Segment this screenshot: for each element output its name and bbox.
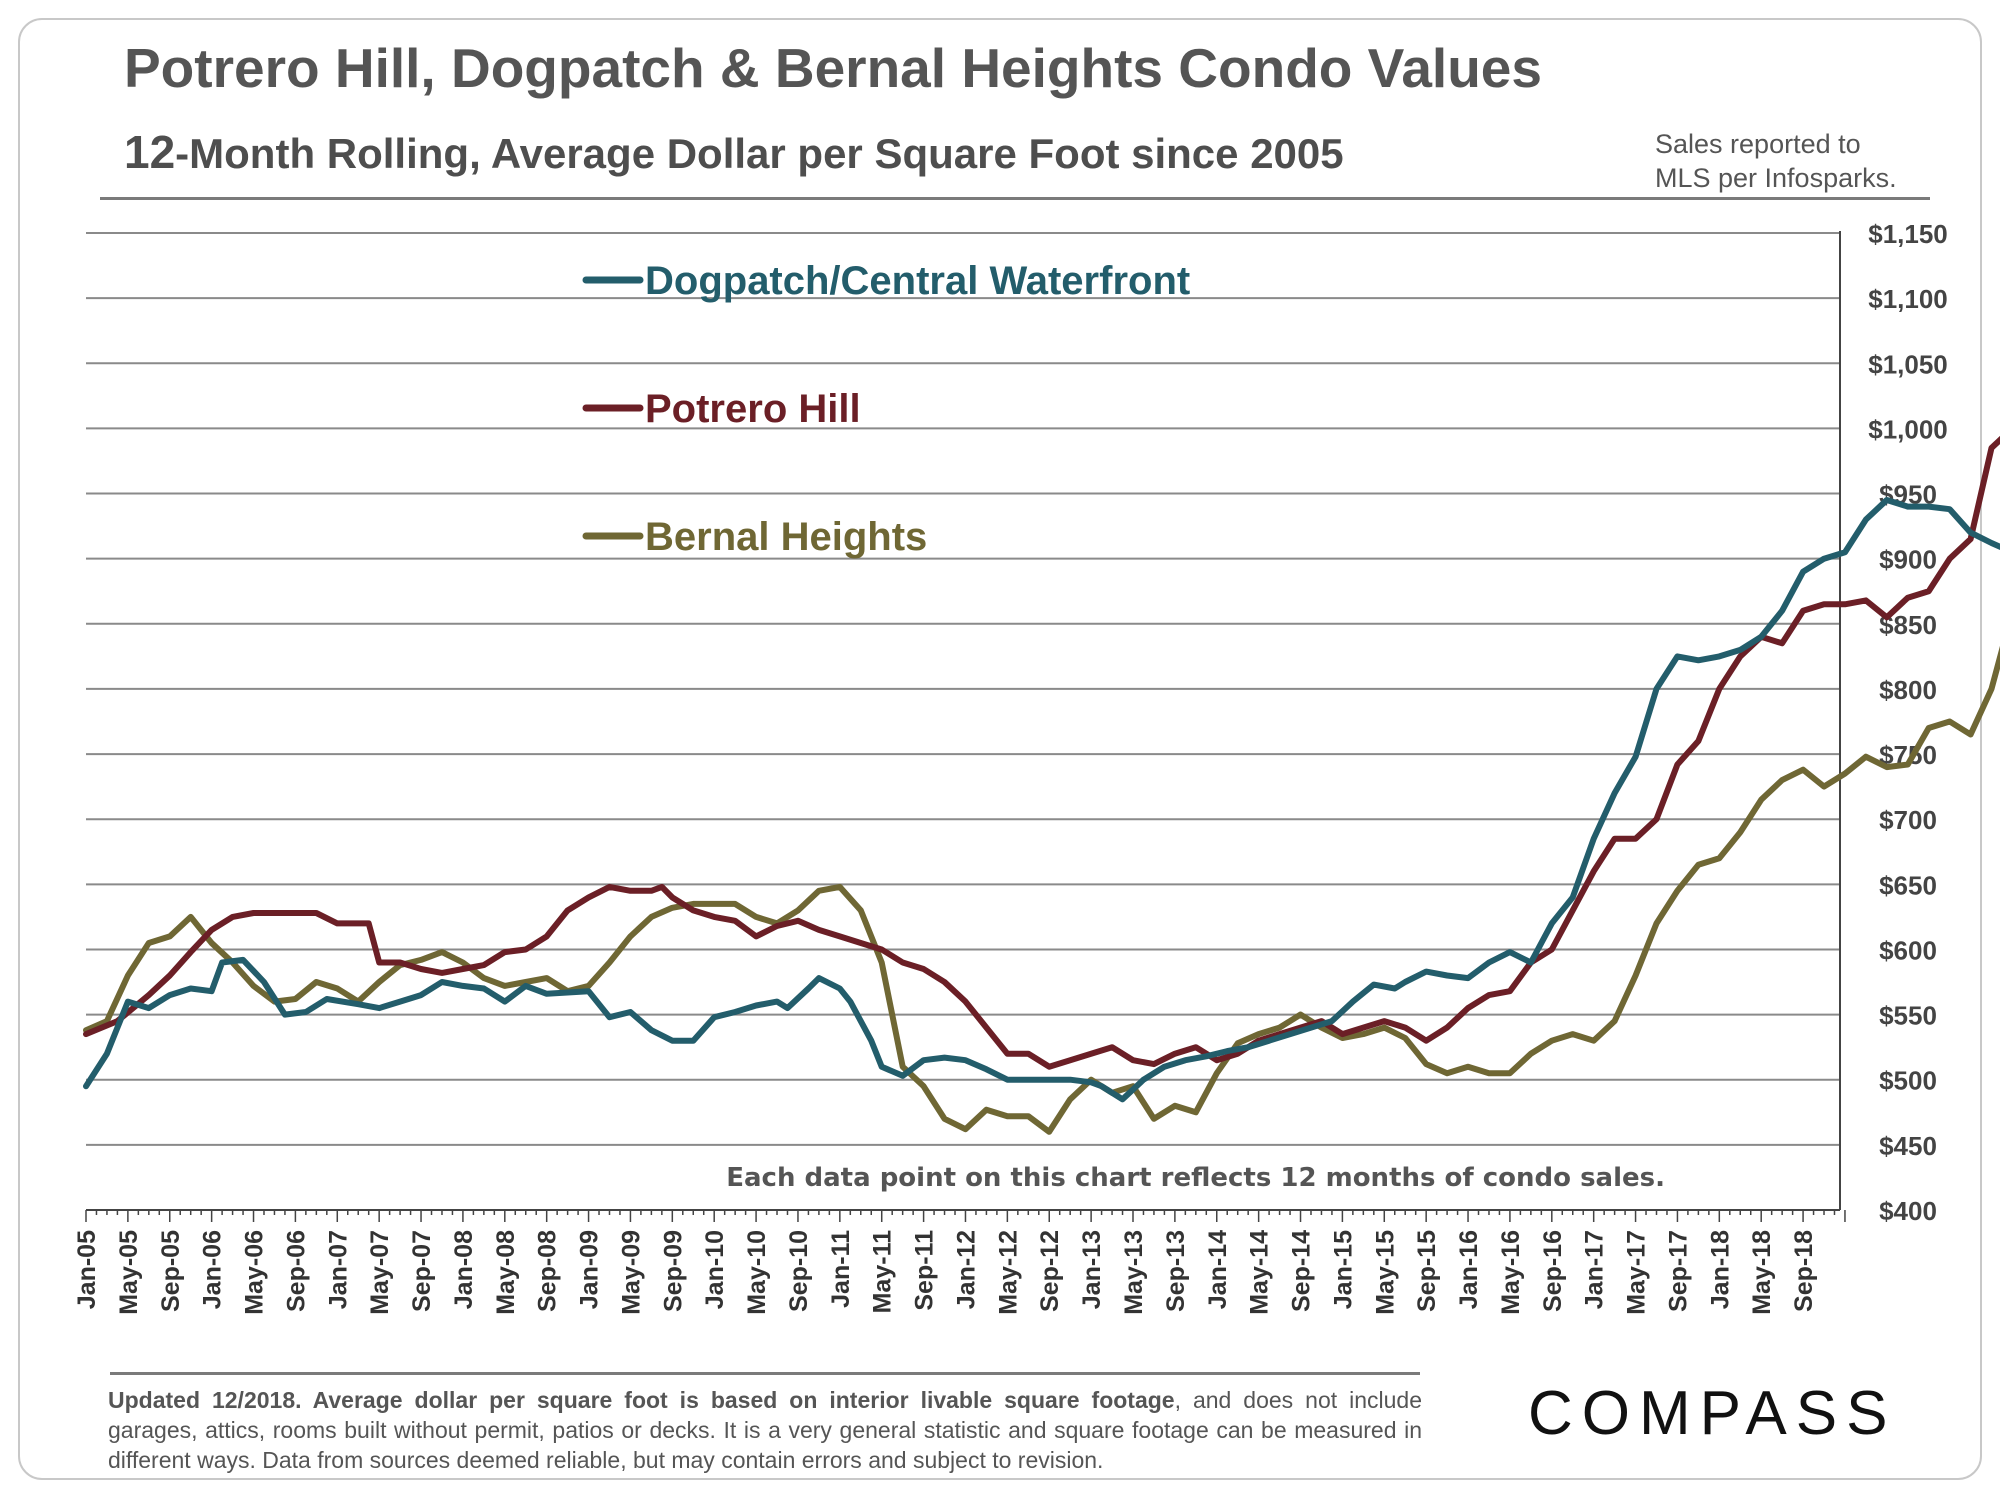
x-tick-label: Sep-12 [1036,1230,1064,1312]
subtitle-number: 12 [124,126,176,178]
x-tick-label: May-07 [366,1230,394,1315]
source-note-line-2: MLS per Infosparks. [1655,163,1897,193]
y-tick-label: $900 [1879,545,1937,575]
x-tick-label: Jan-17 [1581,1230,1609,1309]
x-tick-label: Jan-12 [952,1230,980,1309]
x-tick-label: Jan-05 [73,1230,101,1309]
x-tick-label: Jan-11 [827,1230,855,1308]
x-tick-label: May-08 [492,1230,520,1315]
x-tick-label: May-06 [241,1230,269,1315]
y-tick-label: $450 [1879,1131,1937,1161]
x-tick-label: Jan-08 [450,1230,478,1309]
x-tick-label: Jan-10 [701,1230,729,1309]
x-tick-label: Jan-07 [324,1230,352,1309]
x-tick-label: May-14 [1246,1230,1274,1315]
x-tick-label: Sep-11 [911,1230,939,1311]
y-tick-label: $600 [1879,935,1937,965]
x-tick-label: Sep-09 [659,1230,687,1312]
y-tick-label: $800 [1879,675,1937,705]
x-tick-label: Jan-18 [1706,1230,1734,1309]
y-tick-label: $500 [1879,1066,1937,1096]
x-tick-label: Sep-16 [1539,1230,1567,1312]
legend-label: Dogpatch/Central Waterfront [645,259,1190,303]
series-line [83,497,2000,1103]
series-line [83,435,2000,1070]
source-note: Sales reported to MLS per Infosparks. [1655,127,1897,195]
header-divider [100,197,1930,200]
legend-label: Bernal Heights [645,515,927,559]
subtitle-text: -Month Rolling, Average Dollar per Squar… [175,130,1344,177]
x-tick-label: May-16 [1497,1230,1525,1315]
y-tick-label: $700 [1879,805,1937,835]
x-tick-label: Sep-07 [408,1230,436,1312]
x-tick-label: May-13 [1120,1230,1148,1315]
x-tick-label: Jan-14 [1204,1230,1232,1309]
x-tick-label: Sep-05 [157,1230,185,1312]
x-tick-label: Jan-06 [199,1230,227,1309]
series-line [83,645,2000,1135]
y-tick-label: $1,100 [1868,284,1948,314]
x-tick-label: Sep-17 [1664,1230,1692,1312]
x-tick-label: Jan-16 [1455,1230,1483,1309]
x-tick-label: Sep-13 [1162,1230,1190,1312]
x-tick-label: May-05 [115,1230,143,1315]
x-tick-label: Sep-08 [534,1230,562,1312]
x-tick-label: Jan-13 [1078,1230,1106,1309]
page-subtitle: 12-Month Rolling, Average Dollar per Squ… [124,125,1344,179]
x-tick-label: May-11 [869,1230,897,1313]
page-title: Potrero Hill, Dogpatch & Bernal Heights … [124,37,1542,99]
legend-label: Potrero Hill [645,387,861,431]
x-tick-label: Jan-09 [576,1230,604,1309]
y-tick-label: $400 [1879,1196,1937,1226]
x-tick-label: Sep-06 [282,1230,310,1312]
y-tick-label: $1,150 [1868,219,1948,249]
x-tick-label: May-09 [617,1230,645,1315]
compass-logo: COMPASS [1528,1379,1897,1448]
x-tick-label: May-17 [1623,1230,1651,1315]
y-tick-label: $1,000 [1868,414,1948,444]
footer-disclaimer: Updated 12/2018. Average dollar per squa… [108,1385,1422,1475]
y-tick-label: $650 [1879,870,1937,900]
x-tick-label: Jan-15 [1329,1230,1357,1309]
x-tick-label: May-12 [994,1230,1022,1315]
x-tick-label: Sep-18 [1790,1230,1818,1312]
y-tick-label: $1,050 [1868,349,1948,379]
x-tick-label: May-15 [1371,1230,1399,1315]
source-note-line-1: Sales reported to [1655,129,1861,159]
x-tick-label: Sep-15 [1413,1230,1441,1312]
footer-bold-text: Updated 12/2018. Average dollar per squa… [108,1387,1175,1413]
x-tick-label: Sep-14 [1288,1230,1316,1312]
x-tick-label: May-18 [1748,1230,1776,1315]
chart-annotation: Each data point on this chart reflects 1… [726,1163,1665,1193]
card-frame [18,18,1982,1480]
footer-rest-text: , and does not include garages, attics, … [108,1387,1422,1473]
x-tick-label: Sep-10 [785,1230,813,1312]
y-tick-label: $550 [1879,1001,1937,1031]
footer-divider [110,1372,1420,1375]
x-tick-label: May-10 [743,1230,771,1315]
